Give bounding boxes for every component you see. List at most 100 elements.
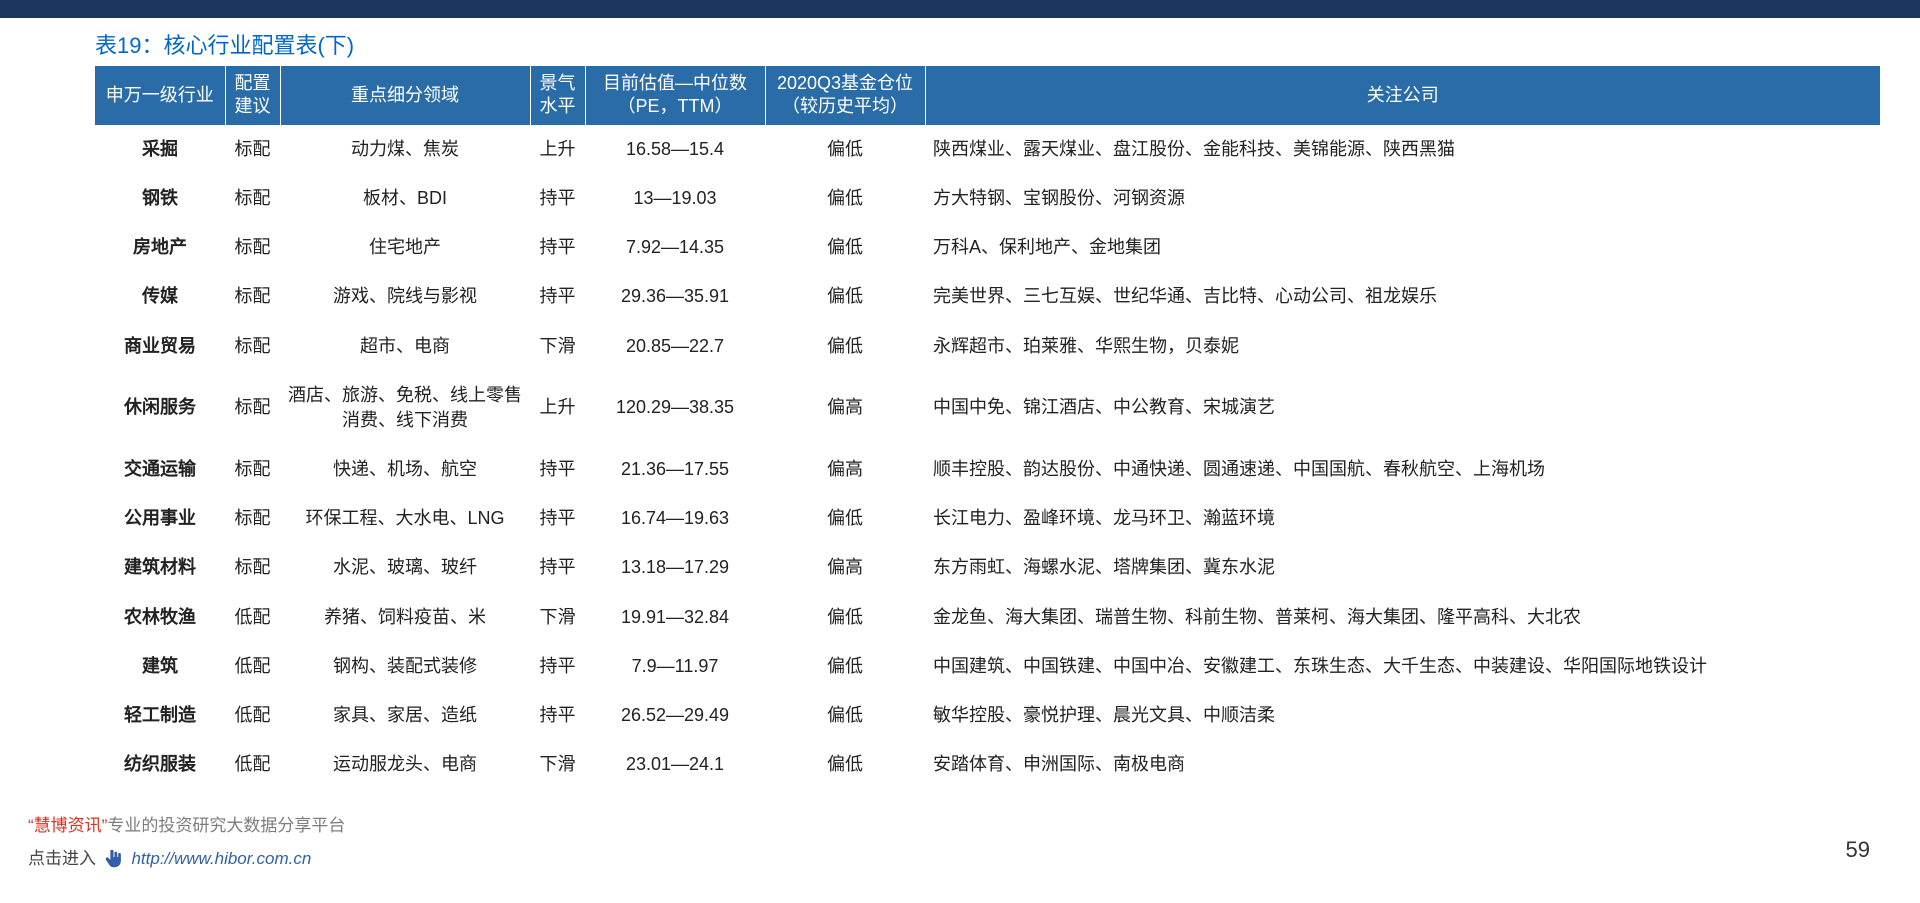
cell-boom: 上升	[530, 371, 585, 445]
cell-industry: 轻工制造	[95, 691, 225, 740]
cell-boom: 持平	[530, 691, 585, 740]
cell-company: 安踏体育、申洲国际、南极电商	[925, 740, 1880, 789]
col-header-boom: 景气 水平	[530, 66, 585, 125]
cell-company: 方大特钢、宝钢股份、河钢资源	[925, 174, 1880, 223]
cell-advice: 低配	[225, 593, 280, 642]
col-header-industry: 申万一级行业	[95, 66, 225, 125]
cell-boom: 持平	[530, 642, 585, 691]
cell-boom: 持平	[530, 445, 585, 494]
cell-pe: 29.36—35.91	[585, 272, 765, 321]
cell-advice: 低配	[225, 740, 280, 789]
cell-pe: 13—19.03	[585, 174, 765, 223]
cell-pe: 7.92—14.35	[585, 223, 765, 272]
footer-click-text: 点击进入	[28, 849, 96, 868]
cell-advice: 低配	[225, 642, 280, 691]
cell-fund: 偏高	[765, 371, 925, 445]
table-row: 农林牧渔低配养猪、饲料疫苗、米下滑19.91—32.84偏低金龙鱼、海大集团、瑞…	[95, 593, 1880, 642]
cell-fund: 偏低	[765, 322, 925, 371]
cell-industry: 商业贸易	[95, 322, 225, 371]
cell-industry: 农林牧渔	[95, 593, 225, 642]
cell-advice: 标配	[225, 174, 280, 223]
top-bar	[0, 0, 1920, 18]
cell-company: 中国中免、锦江酒店、中公教育、宋城演艺	[925, 371, 1880, 445]
cell-industry: 钢铁	[95, 174, 225, 223]
table-row: 休闲服务标配酒店、旅游、免税、线上零售消费、线下消费上升120.29—38.35…	[95, 371, 1880, 445]
table-row: 建筑低配钢构、装配式装修持平7.9—11.97偏低中国建筑、中国铁建、中国中冶、…	[95, 642, 1880, 691]
cell-fund: 偏低	[765, 691, 925, 740]
table-row: 轻工制造低配家具、家居、造纸持平26.52—29.49偏低敏华控股、豪悦护理、晨…	[95, 691, 1880, 740]
industry-table: 申万一级行业 配置 建议 重点细分领域 景气 水平 目前估值—中位数 （PE，T…	[95, 66, 1880, 789]
cell-pe: 16.74—19.63	[585, 494, 765, 543]
cell-sub: 酒店、旅游、免税、线上零售消费、线下消费	[280, 371, 530, 445]
cell-boom: 持平	[530, 223, 585, 272]
cell-sub: 运动服龙头、电商	[280, 740, 530, 789]
cell-advice: 标配	[225, 371, 280, 445]
cell-industry: 公用事业	[95, 494, 225, 543]
table-row: 商业贸易标配超市、电商下滑20.85—22.7偏低永辉超市、珀莱雅、华熙生物，贝…	[95, 322, 1880, 371]
cell-advice: 低配	[225, 691, 280, 740]
cell-company: 长江电力、盈峰环境、龙马环卫、瀚蓝环境	[925, 494, 1880, 543]
cell-sub: 水泥、玻璃、玻纤	[280, 543, 530, 592]
page-number: 59	[1846, 837, 1870, 863]
cell-advice: 标配	[225, 125, 280, 174]
cell-boom: 持平	[530, 272, 585, 321]
col-header-fund: 2020Q3基金仓位 （较历史平均）	[765, 66, 925, 125]
cell-company: 顺丰控股、韵达股份、中通快递、圆通速递、中国国航、春秋航空、上海机场	[925, 445, 1880, 494]
cell-boom: 持平	[530, 543, 585, 592]
cell-industry: 纺织服装	[95, 740, 225, 789]
cell-sub: 板材、BDI	[280, 174, 530, 223]
cell-advice: 标配	[225, 272, 280, 321]
cell-boom: 下滑	[530, 740, 585, 789]
cell-sub: 动力煤、焦炭	[280, 125, 530, 174]
cell-advice: 标配	[225, 494, 280, 543]
footer: “慧博资讯”专业的投资研究大数据分享平台 点击进入 http://www.hib…	[28, 810, 345, 875]
cell-company: 中国建筑、中国铁建、中国中冶、安徽建工、东珠生态、大千生态、中装建设、华阳国际地…	[925, 642, 1880, 691]
col-header-sub: 重点细分领域	[280, 66, 530, 125]
cell-boom: 下滑	[530, 322, 585, 371]
cell-company: 金龙鱼、海大集团、瑞普生物、科前生物、普莱柯、海大集团、隆平高科、大北农	[925, 593, 1880, 642]
cell-pe: 26.52—29.49	[585, 691, 765, 740]
table-row: 交通运输标配快递、机场、航空持平21.36—17.55偏高顺丰控股、韵达股份、中…	[95, 445, 1880, 494]
cell-fund: 偏低	[765, 125, 925, 174]
table-row: 钢铁标配板材、BDI持平13—19.03偏低方大特钢、宝钢股份、河钢资源	[95, 174, 1880, 223]
cell-sub: 家具、家居、造纸	[280, 691, 530, 740]
footer-link[interactable]: http://www.hibor.com.cn	[131, 849, 311, 868]
cell-pe: 20.85—22.7	[585, 322, 765, 371]
cell-sub: 超市、电商	[280, 322, 530, 371]
cell-boom: 上升	[530, 125, 585, 174]
cell-pe: 120.29—38.35	[585, 371, 765, 445]
cell-fund: 偏低	[765, 494, 925, 543]
footer-tagline: 专业的投资研究大数据分享平台	[107, 816, 345, 835]
cell-sub: 住宅地产	[280, 223, 530, 272]
cell-industry: 建筑材料	[95, 543, 225, 592]
cell-sub: 游戏、院线与影视	[280, 272, 530, 321]
cell-fund: 偏低	[765, 223, 925, 272]
cell-industry: 传媒	[95, 272, 225, 321]
cell-sub: 养猪、饲料疫苗、米	[280, 593, 530, 642]
cell-industry: 房地产	[95, 223, 225, 272]
cell-advice: 标配	[225, 445, 280, 494]
table-row: 采掘标配动力煤、焦炭上升16.58—15.4偏低陕西煤业、露天煤业、盘江股份、金…	[95, 125, 1880, 174]
cell-industry: 采掘	[95, 125, 225, 174]
cell-company: 永辉超市、珀莱雅、华熙生物，贝泰妮	[925, 322, 1880, 371]
cell-boom: 持平	[530, 174, 585, 223]
pointer-hand-icon	[103, 848, 125, 870]
table-header-row: 申万一级行业 配置 建议 重点细分领域 景气 水平 目前估值—中位数 （PE，T…	[95, 66, 1880, 125]
cell-sub: 环保工程、大水电、LNG	[280, 494, 530, 543]
cell-industry: 休闲服务	[95, 371, 225, 445]
cell-pe: 23.01—24.1	[585, 740, 765, 789]
cell-industry: 交通运输	[95, 445, 225, 494]
cell-fund: 偏低	[765, 272, 925, 321]
cell-boom: 下滑	[530, 593, 585, 642]
cell-company: 万科A、保利地产、金地集团	[925, 223, 1880, 272]
cell-pe: 21.36—17.55	[585, 445, 765, 494]
cell-pe: 19.91—32.84	[585, 593, 765, 642]
cell-company: 东方雨虹、海螺水泥、塔牌集团、冀东水泥	[925, 543, 1880, 592]
table-row: 建筑材料标配水泥、玻璃、玻纤持平13.18—17.29偏高东方雨虹、海螺水泥、塔…	[95, 543, 1880, 592]
table-row: 房地产标配住宅地产持平7.92—14.35偏低万科A、保利地产、金地集团	[95, 223, 1880, 272]
cell-fund: 偏低	[765, 740, 925, 789]
cell-fund: 偏高	[765, 445, 925, 494]
col-header-company: 关注公司	[925, 66, 1880, 125]
col-header-pe: 目前估值—中位数 （PE，TTM）	[585, 66, 765, 125]
cell-advice: 标配	[225, 543, 280, 592]
